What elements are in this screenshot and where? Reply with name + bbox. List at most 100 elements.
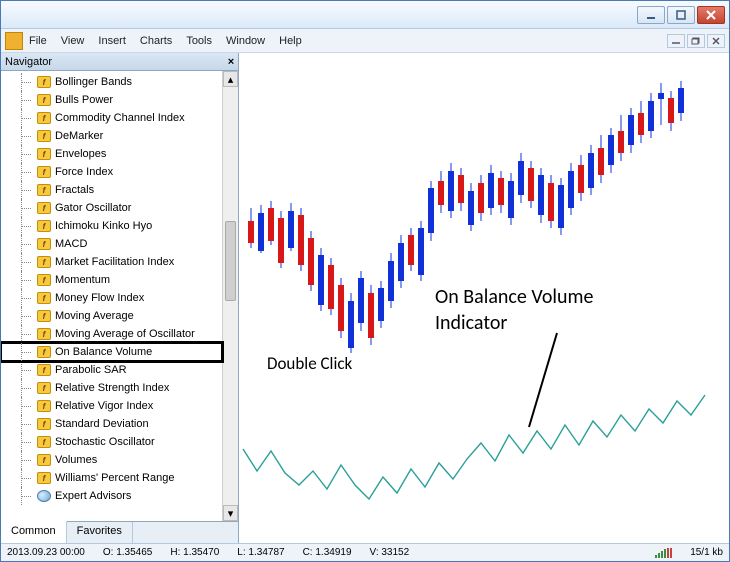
menu-file[interactable]: File: [29, 35, 47, 47]
indicator-icon: [37, 130, 51, 142]
status-close: C: 1.34919: [303, 547, 352, 558]
indicator-icon: [37, 274, 51, 286]
nav-item-label: Moving Average of Oscillator: [55, 328, 195, 340]
menu-bar: File View Insert Charts Tools Window Help: [1, 29, 729, 53]
indicator-icon: [37, 220, 51, 232]
nav-item-parabolic-sar[interactable]: Parabolic SAR: [1, 361, 222, 379]
nav-item-label: Volumes: [55, 454, 97, 466]
nav-item-market-facilitation-index[interactable]: Market Facilitation Index: [1, 253, 222, 271]
nav-item-fractals[interactable]: Fractals: [1, 181, 222, 199]
nav-item-label: Relative Strength Index: [55, 382, 169, 394]
nav-item-label: Williams' Percent Range: [55, 472, 174, 484]
indicator-icon: [37, 382, 51, 394]
nav-item-relative-vigor-index[interactable]: Relative Vigor Index: [1, 397, 222, 415]
nav-item-commodity-channel-index[interactable]: Commodity Channel Index: [1, 109, 222, 127]
nav-item-label: Relative Vigor Index: [55, 400, 153, 412]
indicator-icon: [37, 238, 51, 250]
nav-item-bulls-power[interactable]: Bulls Power: [1, 91, 222, 109]
app-icon: [5, 32, 23, 50]
scroll-down-button[interactable]: ▾: [223, 505, 238, 521]
nav-item-label: Moving Average: [55, 310, 134, 322]
nav-item-demarker[interactable]: DeMarker: [1, 127, 222, 145]
menu-help[interactable]: Help: [279, 35, 302, 47]
nav-item-label: Bollinger Bands: [55, 76, 132, 88]
nav-item-expert-advisors[interactable]: Expert Advisors: [1, 487, 222, 505]
navigator-header: Navigator ×: [1, 53, 238, 71]
nav-item-label: Expert Advisors: [55, 490, 131, 502]
window-close-button[interactable]: [697, 6, 725, 24]
indicator-icon: [37, 346, 51, 358]
nav-item-force-index[interactable]: Force Index: [1, 163, 222, 181]
menu-tools[interactable]: Tools: [186, 35, 212, 47]
menu-charts[interactable]: Charts: [140, 35, 172, 47]
indicator-icon: [37, 94, 51, 106]
nav-tab-favorites[interactable]: Favorites: [67, 522, 133, 543]
status-bar: 2013.09.23 00:00 O: 1.35465 H: 1.35470 L…: [1, 543, 729, 561]
indicator-icon: [37, 310, 51, 322]
nav-item-on-balance-volume[interactable]: On Balance Volume: [1, 343, 222, 361]
nav-item-label: Money Flow Index: [55, 292, 144, 304]
indicator-icon: [37, 202, 51, 214]
indicator-icon: [37, 76, 51, 88]
chart-area[interactable]: Double Click On Balance Volume Indicator: [239, 53, 729, 543]
status-high: H: 1.35470: [170, 547, 219, 558]
expert-advisor-icon: [37, 490, 51, 502]
nav-item-volumes[interactable]: Volumes: [1, 451, 222, 469]
mdi-close-button[interactable]: [707, 34, 725, 48]
menu-window[interactable]: Window: [226, 35, 265, 47]
scroll-thumb[interactable]: [225, 221, 236, 301]
nav-item-gator-oscillator[interactable]: Gator Oscillator: [1, 199, 222, 217]
status-low: L: 1.34787: [237, 547, 284, 558]
window-minimize-button[interactable]: [637, 6, 665, 24]
menu-view[interactable]: View: [61, 35, 85, 47]
nav-item-moving-average[interactable]: Moving Average: [1, 307, 222, 325]
connection-bars-icon: [655, 548, 672, 558]
indicator-icon: [37, 436, 51, 448]
navigator-close-icon[interactable]: ×: [224, 56, 238, 68]
indicator-icon: [37, 148, 51, 160]
nav-item-label: Gator Oscillator: [55, 202, 131, 214]
nav-item-label: Market Facilitation Index: [55, 256, 174, 268]
navigator-tree: Bollinger Bands Bulls Power Commodity Chan…: [1, 71, 238, 521]
indicator-icon: [37, 472, 51, 484]
nav-item-label: DeMarker: [55, 130, 103, 142]
indicator-icon: [37, 418, 51, 430]
nav-item-label: Ichimoku Kinko Hyo: [55, 220, 152, 232]
nav-item-money-flow-index[interactable]: Money Flow Index: [1, 289, 222, 307]
indicator-icon: [37, 112, 51, 124]
nav-item-stochastic-oscillator[interactable]: Stochastic Oscillator: [1, 433, 222, 451]
window-maximize-button[interactable]: [667, 6, 695, 24]
nav-item-bollinger-bands[interactable]: Bollinger Bands: [1, 73, 222, 91]
status-open: O: 1.35465: [103, 547, 153, 558]
mdi-minimize-button[interactable]: [667, 34, 685, 48]
nav-item-label: Bulls Power: [55, 94, 113, 106]
nav-item-label: Envelopes: [55, 148, 106, 160]
scroll-up-button[interactable]: ▴: [223, 71, 238, 87]
nav-item-momentum[interactable]: Momentum: [1, 271, 222, 289]
nav-item-label: Parabolic SAR: [55, 364, 127, 376]
status-datetime: 2013.09.23 00:00: [7, 547, 85, 558]
annotation-title-1: On Balance Volume: [435, 285, 593, 309]
status-volume: V: 33152: [370, 547, 410, 558]
nav-item-moving-average-of-oscillator[interactable]: Moving Average of Oscillator: [1, 325, 222, 343]
navigator-scrollbar[interactable]: ▴ ▾: [222, 71, 238, 521]
nav-item-williams-percent-range[interactable]: Williams' Percent Range: [1, 469, 222, 487]
indicator-icon: [37, 166, 51, 178]
nav-item-macd[interactable]: MACD: [1, 235, 222, 253]
mdi-restore-button[interactable]: [687, 34, 705, 48]
nav-tab-common[interactable]: Common: [1, 521, 67, 543]
indicator-icon: [37, 256, 51, 268]
annotation-title-2: Indicator: [435, 311, 507, 335]
indicator-icon: [37, 400, 51, 412]
nav-item-standard-deviation[interactable]: Standard Deviation: [1, 415, 222, 433]
indicator-icon: [37, 292, 51, 304]
annotation-double-click: Double Click: [267, 353, 352, 374]
navigator-title: Navigator: [5, 56, 52, 68]
nav-item-label: Force Index: [55, 166, 113, 178]
nav-item-label: Momentum: [55, 274, 110, 286]
menu-insert[interactable]: Insert: [98, 35, 126, 47]
nav-item-relative-strength-index[interactable]: Relative Strength Index: [1, 379, 222, 397]
navigator-tabs: CommonFavorites: [1, 521, 238, 543]
nav-item-ichimoku-kinko-hyo[interactable]: Ichimoku Kinko Hyo: [1, 217, 222, 235]
nav-item-envelopes[interactable]: Envelopes: [1, 145, 222, 163]
